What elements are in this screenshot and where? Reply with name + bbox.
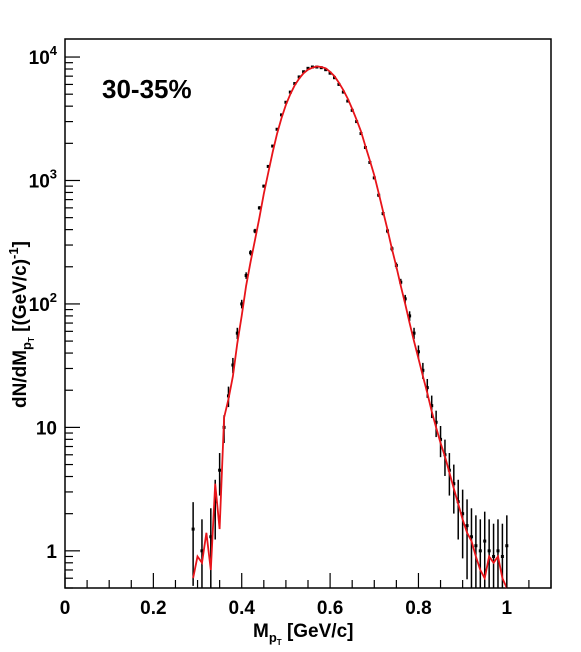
data-point bbox=[306, 66, 310, 70]
data-point bbox=[421, 368, 425, 372]
y-tick-label: 1 bbox=[46, 542, 57, 563]
data-point bbox=[324, 68, 328, 72]
data-point bbox=[408, 314, 412, 318]
data-point bbox=[266, 164, 270, 168]
x-tick-label: 1 bbox=[502, 598, 513, 619]
x-axis-title: MpT [GeV/c] bbox=[253, 621, 353, 647]
data-point bbox=[434, 420, 438, 424]
data-point bbox=[231, 363, 235, 367]
data-point bbox=[191, 527, 195, 531]
data-point bbox=[262, 184, 266, 188]
data-point bbox=[209, 535, 213, 539]
y-axis-title-unit: [(GeV/c) bbox=[10, 259, 31, 337]
x-tick-label: 0.4 bbox=[229, 598, 256, 619]
data-point bbox=[302, 70, 306, 74]
y-tick-label: 102 bbox=[29, 290, 57, 316]
data-point bbox=[465, 524, 469, 528]
data-point bbox=[474, 544, 478, 548]
data-point bbox=[249, 251, 253, 255]
y-tick-label: 103 bbox=[29, 166, 57, 192]
y-axis-title-subsub: T bbox=[27, 337, 36, 342]
data-point bbox=[257, 206, 261, 210]
data-point bbox=[505, 544, 509, 548]
series-layer bbox=[191, 65, 509, 589]
data-point bbox=[412, 331, 416, 335]
data-point bbox=[439, 437, 443, 441]
x-tick-label: 0 bbox=[60, 598, 71, 619]
data-point bbox=[253, 229, 257, 233]
axes-layer: 0 0.2 0.4 0.6 0.8 1 1 10 102 103 104 bbox=[29, 43, 552, 619]
y-axis-title-unit-sup: -1 bbox=[6, 247, 21, 259]
data-point bbox=[478, 549, 482, 553]
data-point bbox=[279, 113, 283, 117]
data-point bbox=[275, 127, 279, 131]
plot-frame bbox=[64, 38, 552, 589]
x-axis-title-subsub: T bbox=[277, 638, 282, 647]
data-point bbox=[500, 554, 504, 558]
data-point bbox=[430, 404, 434, 408]
data-point bbox=[452, 482, 456, 486]
data-point bbox=[425, 386, 429, 390]
data-point bbox=[346, 99, 350, 103]
x-axis-title-sub: p bbox=[269, 630, 277, 645]
x-tick-label: 0.8 bbox=[405, 598, 431, 619]
data-point bbox=[496, 549, 500, 553]
data-point bbox=[213, 500, 217, 504]
data-point bbox=[244, 273, 248, 277]
x-axis-title-main: M bbox=[253, 621, 269, 642]
data-point bbox=[235, 331, 239, 335]
y-axis-title-main: dN/dM bbox=[10, 350, 31, 408]
data-point bbox=[416, 350, 420, 354]
data-point bbox=[328, 71, 332, 75]
data-point bbox=[293, 82, 297, 86]
y-axis-title: dN/dMpT [(GeV/c)-1] bbox=[6, 241, 36, 408]
y-axis-title-unit-close: ] bbox=[10, 241, 31, 247]
data-point bbox=[218, 468, 222, 472]
data-point bbox=[483, 539, 487, 543]
data-point bbox=[284, 100, 288, 104]
data-point bbox=[297, 75, 301, 79]
x-axis-title-unit: [GeV/c] bbox=[282, 621, 354, 642]
model-curve bbox=[192, 65, 508, 589]
x-tick-label: 0.2 bbox=[140, 598, 166, 619]
y-tick-label: 104 bbox=[29, 43, 58, 69]
data-point bbox=[240, 302, 244, 306]
data-point bbox=[403, 297, 407, 301]
data-point bbox=[487, 549, 491, 553]
data-point bbox=[492, 554, 496, 558]
data-point bbox=[469, 535, 473, 539]
centrality-label: 30-35% bbox=[102, 74, 192, 104]
y-tick-label: 10 bbox=[36, 418, 57, 439]
data-point bbox=[288, 90, 292, 94]
y-axis-title-sub: p bbox=[19, 342, 34, 350]
data-point bbox=[271, 144, 275, 148]
x-tick-label: 0.6 bbox=[317, 598, 343, 619]
data-point bbox=[200, 549, 204, 553]
data-point bbox=[461, 512, 465, 516]
